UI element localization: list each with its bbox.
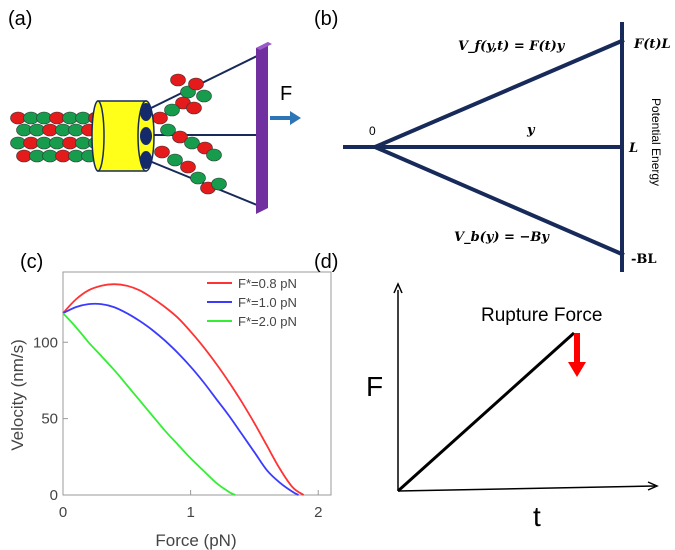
motor-head [140,103,152,121]
tubulin-bead [167,153,183,167]
tubulin-bead [186,101,202,115]
tubulin-bead [180,160,196,174]
force-ramp-line [396,331,576,493]
panel-b-label: (b) [314,8,338,30]
panel-c-label: (c) [20,251,43,273]
plot-frame [62,271,332,496]
energy-axis-label: Potential Energy [649,98,663,186]
origin-label: 0 [369,124,376,138]
rupture-arrow-icon [568,333,586,377]
x-axis-title: Force (pN) [155,531,236,550]
y-tick-label: 100 [33,334,58,351]
motor-cylinder [91,100,155,172]
series-line-2 [62,302,299,496]
tubulin-bead [164,103,180,117]
motor-head [140,127,152,145]
rupture-force-annotation: Rupture Force [481,305,602,326]
tubulin-bead [184,136,200,150]
x-tick-label: 2 [314,504,322,521]
series-line-3 [62,312,236,496]
y-label: y [526,123,536,138]
forward-potential-line [374,38,625,149]
legend-entry: F*=0.8 pN [238,276,297,291]
tubulin-bead [211,177,227,191]
tubulin-bead [196,89,212,103]
midpoint-label: L [628,141,638,156]
y-tick-label: 0 [50,487,58,504]
data-series [62,283,305,496]
tubulin-bead [154,145,170,159]
backward-potential-label: V_b(y) = −By [454,230,550,245]
chart-legend: F*=0.8 pN F*=1.0 pN F*=2.0 pN [207,276,297,329]
forward-endpoint-label: F(t)L [633,37,671,52]
tubulin-bead [172,130,188,144]
microtubule-beads [10,73,227,195]
tubulin-bead [190,171,206,185]
force-time-diagram [393,282,659,493]
f-axis-label: F [366,371,383,402]
axis-ticks: 0 1 2 0 50 100 [33,334,322,521]
tubulin-bead [160,123,176,137]
potential-energy-diagram [343,22,625,272]
tubulin-bead [152,111,168,125]
backward-potential-line [374,145,625,257]
y-axis-title: Velocity (nm/s) [8,339,27,450]
x-tick-label: 1 [186,504,194,521]
legend-entry: F*=2.0 pN [238,314,297,329]
trap-bar [256,42,272,214]
forward-potential-label: V_f(y,t) = F(t)y [458,39,566,54]
force-arrow-icon [270,111,301,125]
y-tick-label: 50 [41,411,58,428]
force-label: F [280,83,292,105]
x-tick-label: 0 [59,504,67,521]
series-line-1 [62,283,305,496]
horizontal-axis-arrow [397,481,659,492]
t-axis-label: t [533,501,541,532]
tubulin-bead [206,148,222,162]
vertical-axis-arrow [393,282,403,491]
panel-a-label: (a) [8,8,32,30]
tubulin-bead [170,73,186,87]
molecular-motor-illustration: F [10,42,301,214]
backward-endpoint-label: -BL [631,252,657,267]
velocity-force-chart: 0 1 2 0 50 100 F*=0.8 pN F*=1.0 pN F*=2.0 pN Fo… [8,271,332,550]
tubulin-bead [188,77,204,91]
motor-head [140,151,152,169]
panel-d-label: (d) [314,251,338,273]
legend-entry: F*=1.0 pN [238,295,297,310]
